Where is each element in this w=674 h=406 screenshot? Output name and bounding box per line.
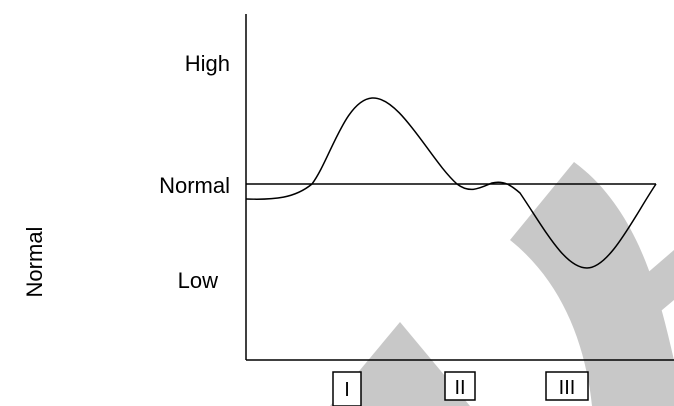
- watermark-triangle: [330, 322, 470, 406]
- phase-box-1: I: [332, 371, 362, 406]
- watermark: [330, 162, 674, 406]
- level-label-high: High: [185, 51, 230, 76]
- watermark-arc: [510, 162, 674, 406]
- phase-box-3: III: [545, 371, 589, 401]
- phase-label-1: I: [344, 379, 350, 401]
- phase-label-3: III: [559, 377, 576, 399]
- level-label-normal: Normal: [159, 173, 230, 198]
- phase-box-2: II: [444, 371, 476, 401]
- level-label-low: Low: [178, 268, 218, 293]
- response-curve: [245, 97, 657, 269]
- y-axis-title: Normal: [22, 227, 47, 298]
- phase-label-2: II: [454, 377, 465, 399]
- watermark-diagonal: [602, 250, 674, 352]
